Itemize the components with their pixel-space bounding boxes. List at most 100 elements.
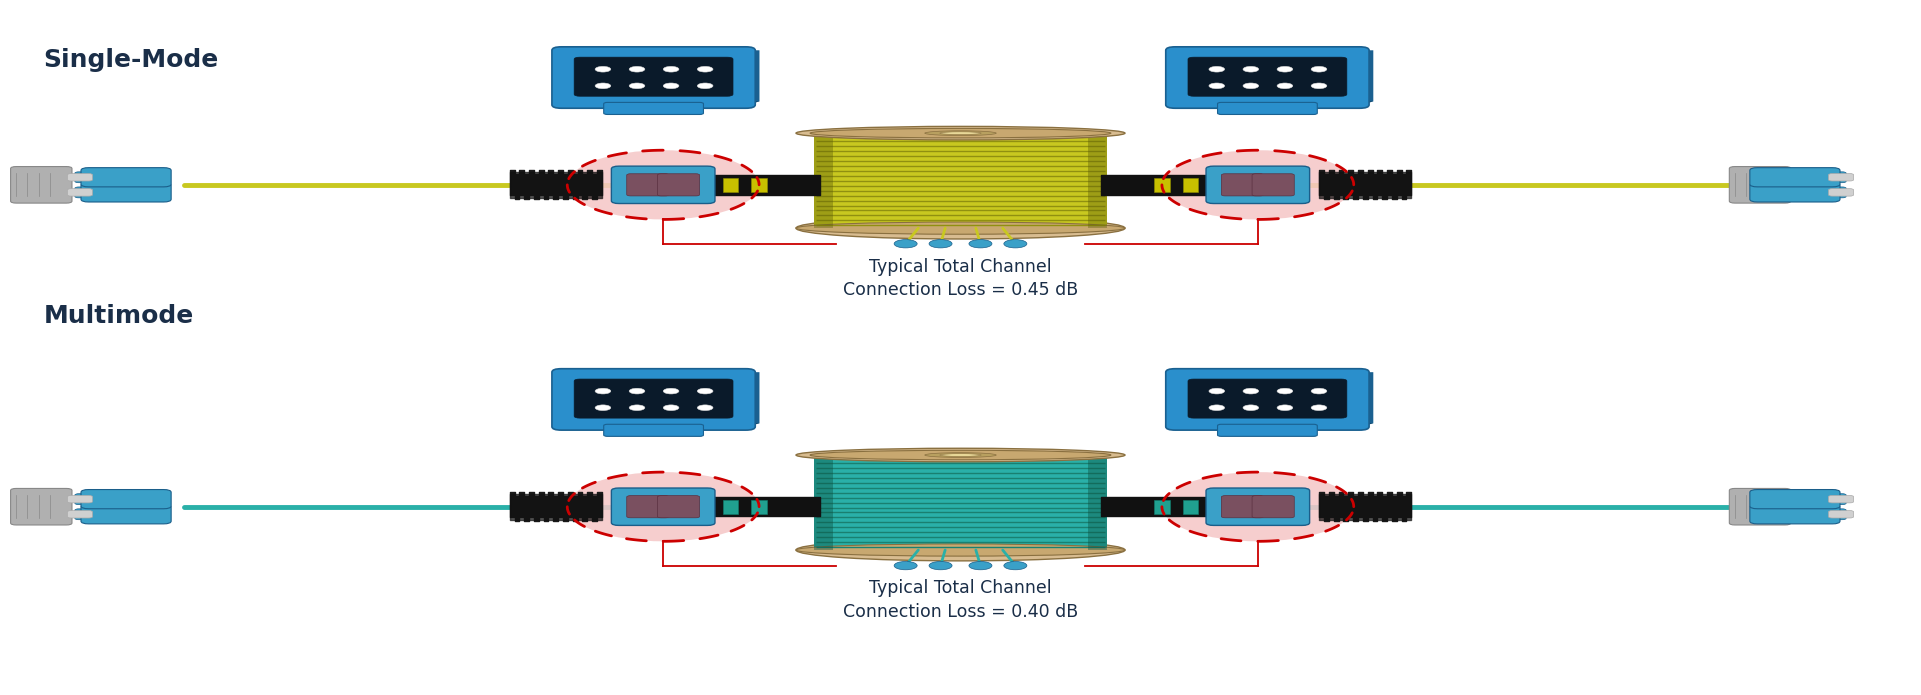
- FancyBboxPatch shape: [1166, 369, 1370, 430]
- FancyBboxPatch shape: [75, 493, 94, 505]
- Polygon shape: [561, 423, 759, 427]
- Ellipse shape: [811, 450, 1110, 460]
- Text: Single-Mode: Single-Mode: [44, 48, 219, 72]
- FancyBboxPatch shape: [1827, 172, 1846, 183]
- Polygon shape: [1089, 133, 1106, 228]
- Text: Typical Total Channel
Connection Loss = 0.45 dB: Typical Total Channel Connection Loss = …: [843, 258, 1078, 299]
- Text: Multimode: Multimode: [44, 304, 194, 328]
- Bar: [815, 133, 1106, 228]
- Circle shape: [1312, 67, 1327, 72]
- Circle shape: [697, 389, 713, 394]
- FancyBboxPatch shape: [1206, 488, 1310, 525]
- Circle shape: [630, 389, 645, 394]
- Circle shape: [968, 240, 991, 248]
- Ellipse shape: [1162, 150, 1354, 220]
- Circle shape: [663, 83, 678, 89]
- FancyBboxPatch shape: [626, 174, 669, 196]
- Polygon shape: [1089, 455, 1106, 550]
- FancyBboxPatch shape: [81, 183, 171, 202]
- FancyBboxPatch shape: [75, 509, 94, 520]
- FancyBboxPatch shape: [81, 167, 171, 187]
- FancyBboxPatch shape: [1222, 496, 1264, 518]
- FancyBboxPatch shape: [1252, 496, 1295, 518]
- FancyBboxPatch shape: [1827, 187, 1846, 198]
- FancyBboxPatch shape: [1827, 509, 1846, 520]
- Polygon shape: [1360, 50, 1374, 105]
- Ellipse shape: [795, 544, 1126, 556]
- FancyBboxPatch shape: [574, 379, 734, 418]
- Circle shape: [663, 67, 678, 72]
- FancyBboxPatch shape: [1187, 57, 1347, 96]
- Bar: [1155, 178, 1170, 192]
- FancyBboxPatch shape: [1252, 174, 1295, 196]
- Polygon shape: [1176, 423, 1374, 427]
- Bar: [1183, 500, 1199, 514]
- Circle shape: [697, 405, 713, 411]
- Bar: [1183, 178, 1199, 192]
- Circle shape: [1277, 389, 1293, 394]
- FancyBboxPatch shape: [611, 488, 715, 525]
- FancyBboxPatch shape: [81, 505, 171, 524]
- Circle shape: [596, 83, 611, 89]
- Text: Typical Total Channel
Connection Loss = 0.40 dB: Typical Total Channel Connection Loss = …: [843, 580, 1078, 621]
- Bar: [1155, 500, 1170, 514]
- FancyBboxPatch shape: [1187, 379, 1347, 418]
- Circle shape: [663, 389, 678, 394]
- FancyBboxPatch shape: [1829, 511, 1854, 518]
- FancyBboxPatch shape: [574, 57, 734, 96]
- Circle shape: [1277, 67, 1293, 72]
- FancyBboxPatch shape: [67, 511, 92, 518]
- Ellipse shape: [1162, 472, 1354, 541]
- FancyBboxPatch shape: [657, 496, 699, 518]
- FancyBboxPatch shape: [75, 172, 94, 183]
- Ellipse shape: [939, 132, 982, 135]
- FancyBboxPatch shape: [1829, 496, 1854, 503]
- FancyBboxPatch shape: [12, 489, 71, 525]
- FancyBboxPatch shape: [1218, 424, 1318, 436]
- FancyBboxPatch shape: [1750, 167, 1840, 187]
- Circle shape: [1005, 562, 1028, 570]
- FancyBboxPatch shape: [75, 187, 94, 198]
- FancyBboxPatch shape: [626, 496, 669, 518]
- Ellipse shape: [795, 448, 1126, 461]
- Circle shape: [697, 67, 713, 72]
- Polygon shape: [1360, 372, 1374, 427]
- Circle shape: [930, 562, 953, 570]
- Circle shape: [1243, 389, 1258, 394]
- Polygon shape: [815, 455, 832, 550]
- Circle shape: [1208, 83, 1224, 89]
- FancyBboxPatch shape: [1218, 102, 1318, 115]
- Circle shape: [663, 405, 678, 411]
- Circle shape: [1208, 389, 1224, 394]
- FancyBboxPatch shape: [1829, 174, 1854, 181]
- FancyBboxPatch shape: [1166, 47, 1370, 108]
- FancyBboxPatch shape: [551, 369, 755, 430]
- Circle shape: [630, 67, 645, 72]
- FancyBboxPatch shape: [1729, 167, 1790, 203]
- FancyBboxPatch shape: [603, 102, 703, 115]
- Bar: [815, 455, 1106, 550]
- Circle shape: [1312, 389, 1327, 394]
- Ellipse shape: [567, 472, 759, 541]
- FancyBboxPatch shape: [1750, 183, 1840, 202]
- Circle shape: [1208, 405, 1224, 411]
- FancyBboxPatch shape: [1750, 505, 1840, 524]
- Circle shape: [1208, 67, 1224, 72]
- FancyBboxPatch shape: [657, 174, 699, 196]
- Circle shape: [1277, 405, 1293, 411]
- Circle shape: [1312, 83, 1327, 89]
- Ellipse shape: [795, 126, 1126, 140]
- Circle shape: [1005, 240, 1028, 248]
- Bar: [722, 500, 738, 514]
- Circle shape: [893, 562, 916, 570]
- Polygon shape: [561, 101, 759, 105]
- Ellipse shape: [795, 539, 1126, 561]
- Circle shape: [630, 83, 645, 89]
- Circle shape: [968, 562, 991, 570]
- Ellipse shape: [924, 452, 997, 457]
- Circle shape: [930, 240, 953, 248]
- FancyBboxPatch shape: [611, 166, 715, 204]
- Polygon shape: [1176, 101, 1374, 105]
- FancyBboxPatch shape: [1206, 166, 1310, 204]
- Circle shape: [596, 389, 611, 394]
